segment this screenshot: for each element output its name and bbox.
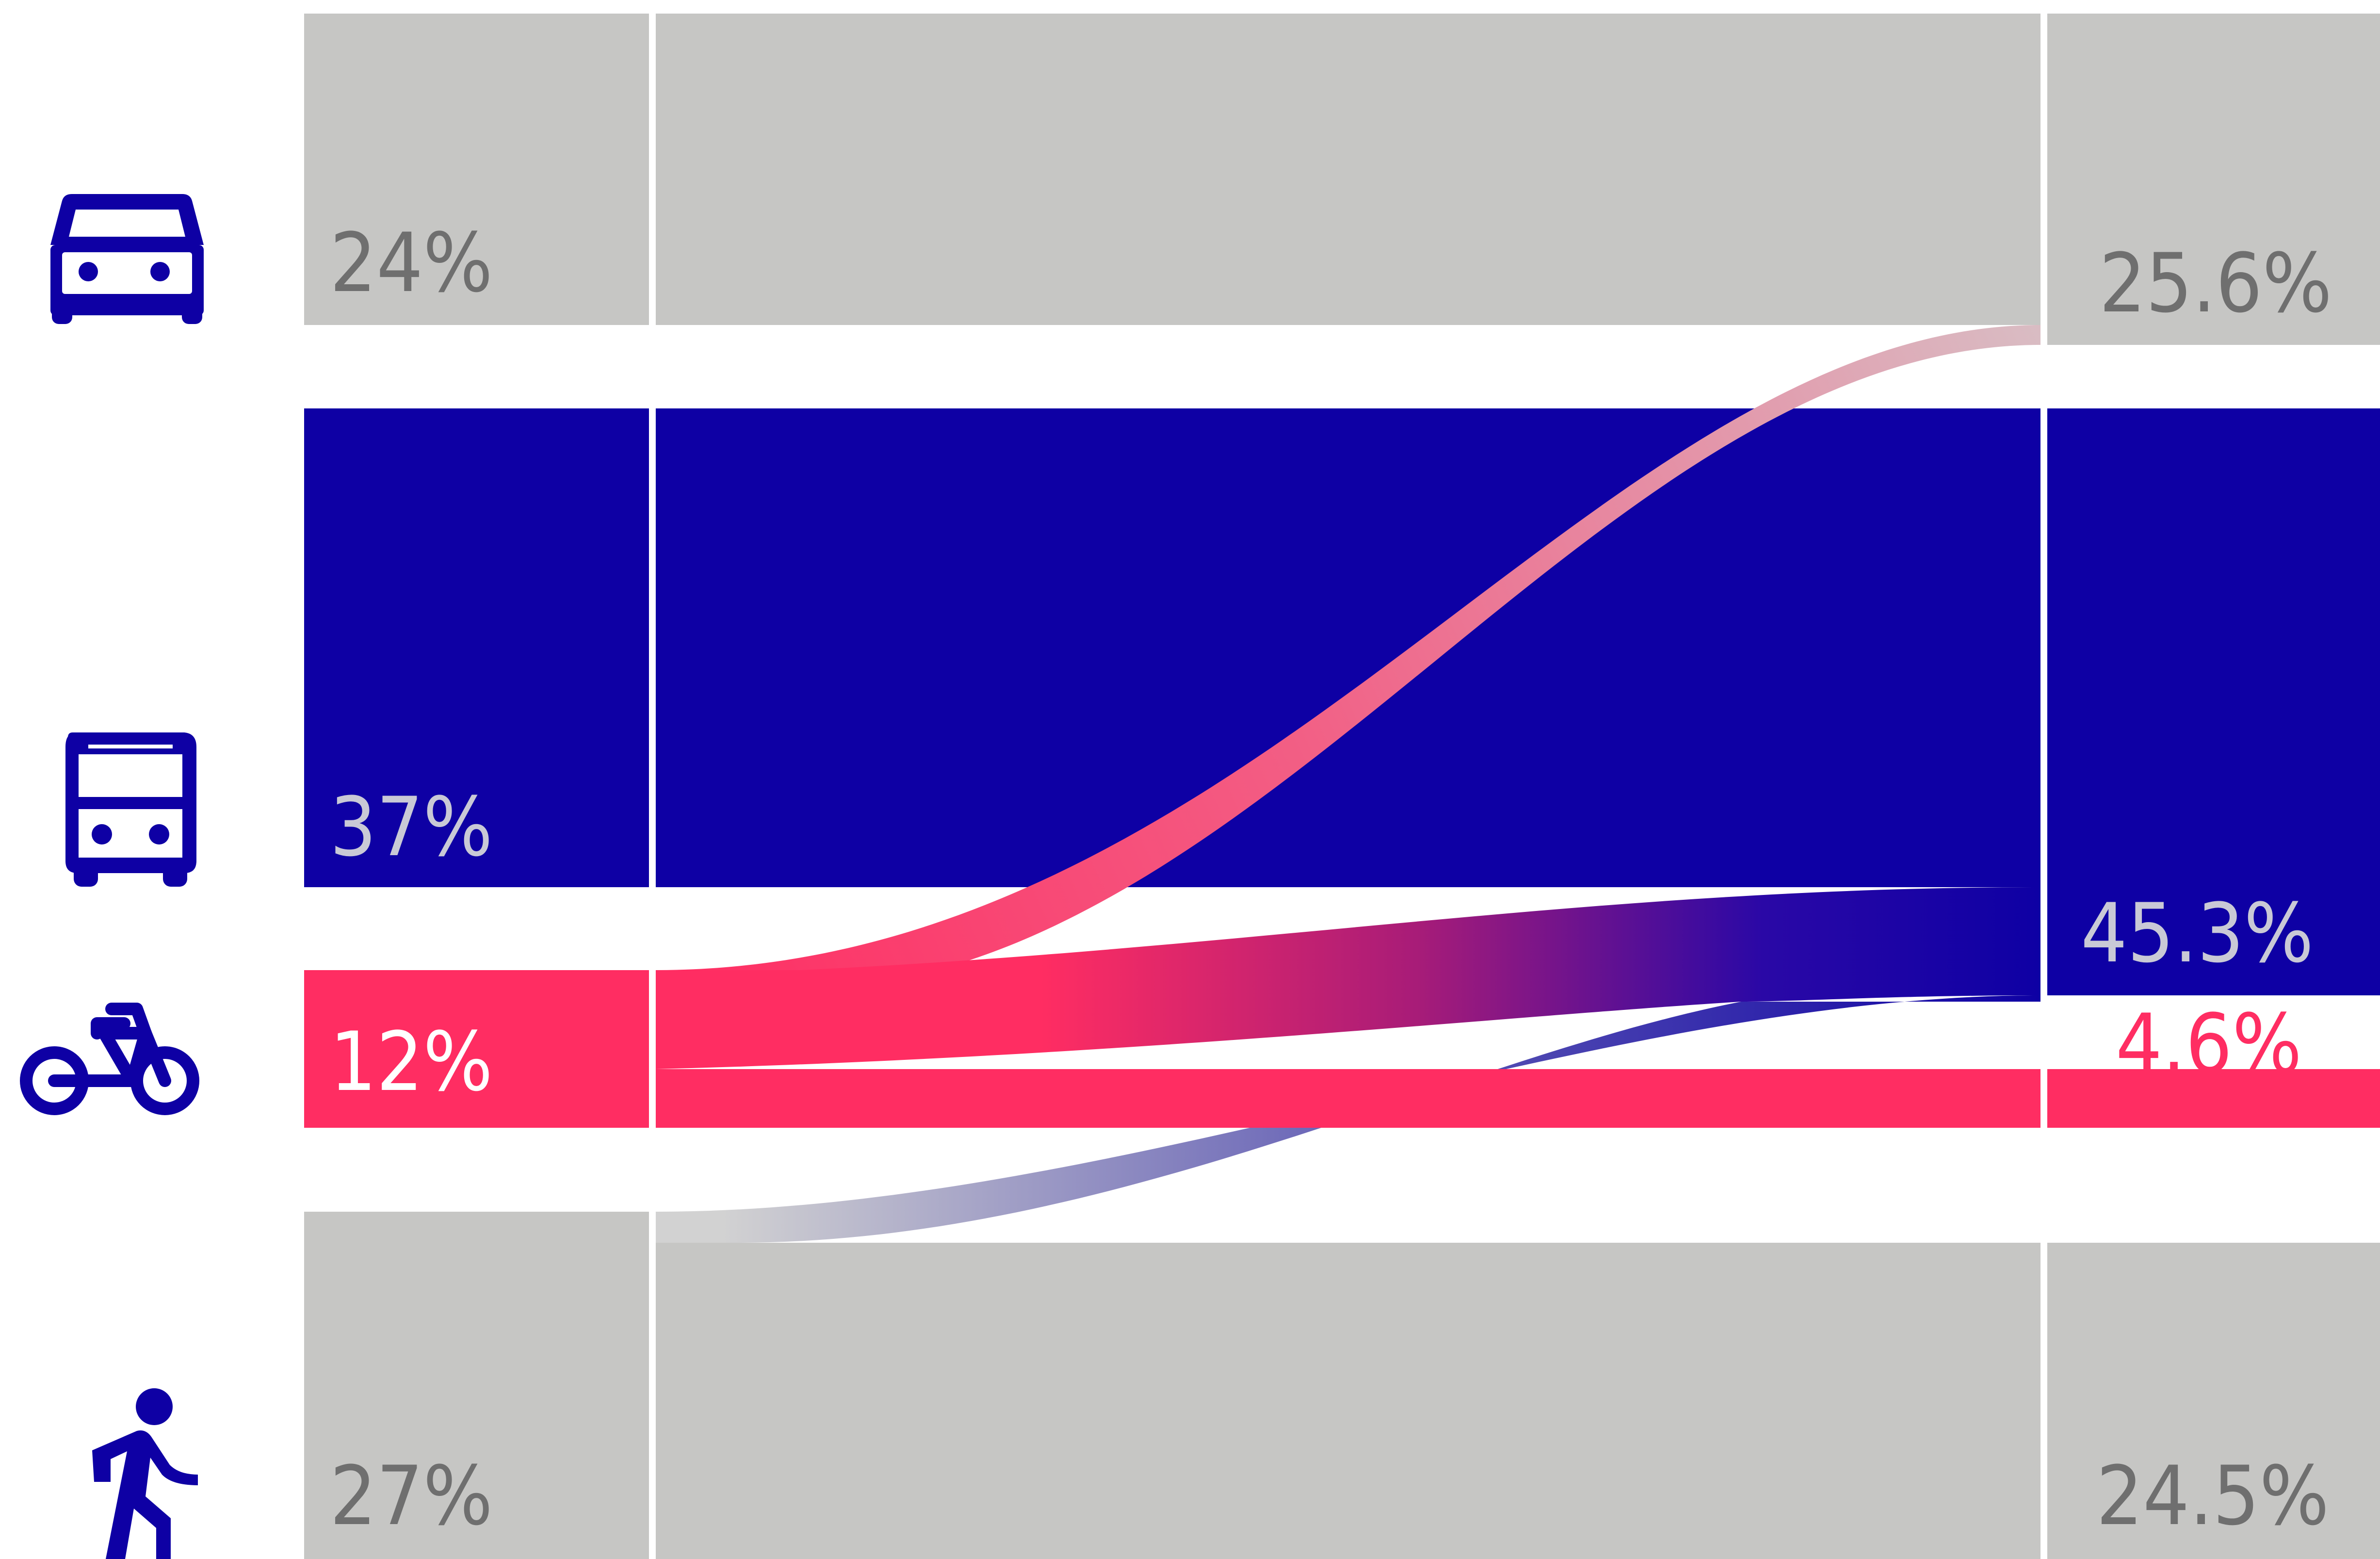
walk-row (304, 1212, 2380, 1559)
walk-start-label: 27% (330, 1448, 493, 1543)
bike-row (304, 970, 2380, 1128)
bus-end-bar (2047, 408, 2380, 995)
bus-middle-band (656, 408, 2040, 887)
bike-middle-band (656, 1069, 2040, 1128)
bus-start-label: 37% (330, 780, 493, 875)
car-start-label: 24% (330, 215, 493, 310)
bus-icon (65, 732, 196, 887)
bike-end-label: 4.6% (2116, 996, 2302, 1091)
bus-start-bar (304, 408, 649, 887)
walk-end-bar (2047, 1243, 2380, 1559)
bike-start-bar (304, 970, 649, 1128)
car-end-bar (2047, 14, 2380, 345)
car-icon (50, 194, 204, 324)
walk-start-bar (304, 1212, 649, 1559)
pedestrian-icon (92, 1388, 198, 1559)
bus-row (304, 408, 2380, 995)
walk-end-label: 24.5% (2096, 1448, 2329, 1543)
walk-middle-band (656, 1243, 2040, 1559)
bicycle-icon (20, 1003, 199, 1115)
car-row (304, 14, 2380, 345)
car-end-label: 25.6% (2099, 236, 2332, 331)
bike-end-bar (2047, 1069, 2380, 1128)
car-start-bar (304, 14, 649, 325)
flow-walk-to-bus (656, 995, 2040, 1243)
bus-end-label: 45.3% (2081, 886, 2314, 981)
car-middle-band (656, 14, 2040, 325)
bike-start-label: 12% (330, 1014, 493, 1109)
flow-bike-to-bus (656, 887, 2040, 1069)
